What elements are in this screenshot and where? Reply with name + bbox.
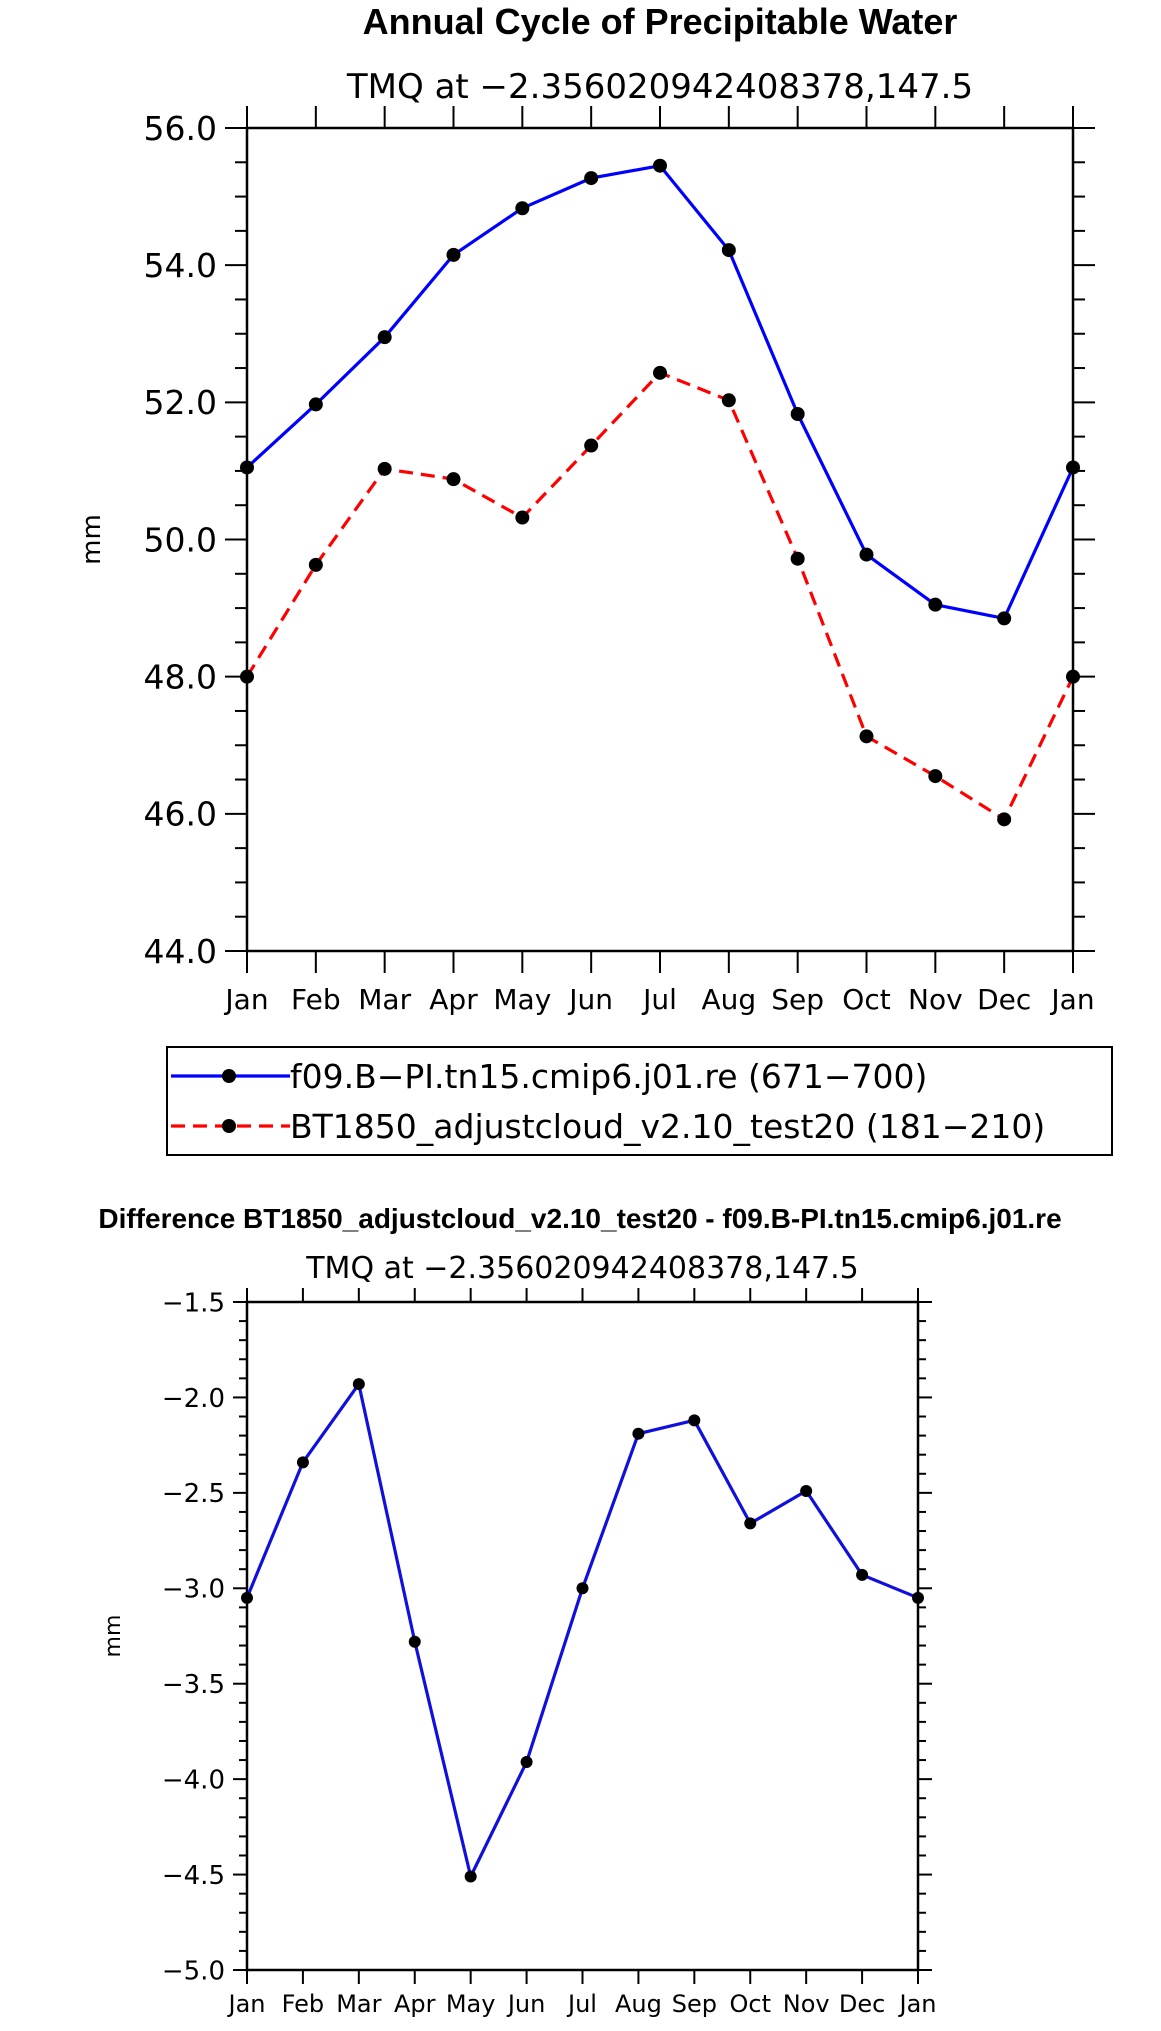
data-point [308,397,323,412]
x-tick-label: May [446,1990,496,2018]
x-tick-label: Aug [701,983,756,1016]
data-point [584,438,599,453]
data-point [296,1456,309,1469]
data-point [515,201,530,216]
y-tick-label: −2.5 [162,1479,225,1509]
y-tick-label: 56.0 [144,109,217,148]
x-tick-label: Nov [908,983,963,1016]
x-tick-label: Jan [1049,983,1094,1016]
data-point [240,669,254,684]
y-tick-label: −4.5 [162,1861,225,1891]
data-point [377,330,392,345]
difference-panel: Difference BT1850_adjustcloud_v2.10_test… [98,1203,1061,2018]
x-tick-label: Feb [282,1990,325,2018]
y-axis-label: mm [101,1615,126,1658]
data-point [688,1414,701,1427]
data-point [997,611,1012,626]
chart-title: Annual Cycle of Precipitable Water [363,1,958,42]
data-point [653,158,667,173]
y-tick-label: −3.5 [162,1670,225,1700]
y-tick-label: 44.0 [144,932,217,971]
x-tick-label: Jan [227,1990,266,2018]
data-point [744,1517,757,1530]
y-tick-label: −5.0 [162,1956,225,1986]
x-tick-label: Oct [842,983,890,1016]
x-tick-label: Jan [223,983,268,1016]
x-tick-label: Aug [615,1990,662,2018]
y-tick-label: 50.0 [144,520,217,559]
data-point [912,1591,924,1604]
data-point [1066,669,1080,684]
y-tick-label: −2.0 [162,1384,225,1414]
x-tick-label: Nov [783,1990,830,2018]
data-point [632,1427,645,1440]
x-tick-label: Jul [566,1990,597,2018]
data-point [859,547,874,562]
y-tick-label: 46.0 [144,795,217,834]
y-tick-label: −3.0 [162,1575,225,1605]
data-point [653,365,667,380]
annual-cycle-panel: Annual Cycle of Precipitable Water TMQ at… [77,1,1095,1016]
data-point [584,171,599,186]
series-line-1 [245,1382,919,1879]
data-point [446,472,461,487]
data-point [859,729,874,744]
data-point [928,769,943,784]
x-tick-label: Sep [771,983,824,1016]
x-tick-label: Apr [429,983,478,1016]
x-tick-label: Oct [730,1990,772,2018]
x-tick-label: May [493,983,551,1016]
data-point [464,1870,477,1883]
data-point [576,1582,589,1595]
data-point [997,812,1012,827]
data-point [377,461,392,476]
data-point [790,406,805,421]
data-point [240,460,254,475]
y-tick-label: 48.0 [144,658,217,697]
x-tick-label: Jul [641,983,677,1016]
x-tick-label: Feb [291,983,341,1016]
x-tick-label: Mar [336,1990,381,2018]
data-point [241,1591,253,1604]
data-point [515,510,530,525]
data-point [790,551,805,566]
data-point [721,243,736,258]
data-point [800,1484,813,1497]
x-tick-label: Dec [839,1990,885,2018]
data-point [520,1755,533,1768]
legend-box [166,1046,1113,1156]
y-axis-label: mm [77,514,107,565]
plot-frame [245,126,1075,953]
x-tick-label: Apr [394,1990,436,2018]
x-tick-label: Jun [567,983,613,1016]
data-point [352,1378,365,1391]
legend-marker [222,1069,236,1083]
y-tick-label: −4.0 [162,1766,225,1796]
legend-label-2: BT1850_adjustcloud_v2.10_test20 (181−210… [290,1107,1045,1146]
chart-subtitle: TMQ at −2.356020942408378,147.5 [346,67,973,107]
chart-subtitle: TMQ at −2.356020942408378,147.5 [305,1251,859,1286]
x-tick-label: Dec [977,983,1031,1016]
x-tick-label: Jan [898,1990,937,2018]
data-point [721,393,736,408]
chart-title: Difference BT1850_adjustcloud_v2.10_test… [98,1203,1061,1234]
x-tick-label: Sep [672,1990,717,2018]
data-point [308,557,323,572]
data-point [446,247,461,262]
data-point [856,1568,869,1581]
data-point [408,1635,421,1648]
x-tick-label: Mar [358,983,411,1016]
series-line-1 [245,164,1075,621]
y-tick-label: −1.5 [162,1288,225,1318]
y-tick-label: 54.0 [144,246,217,285]
y-tick-label: 52.0 [144,383,217,422]
data-point [928,597,943,612]
legend-marker [222,1119,236,1133]
legend-label-1: f09.B−PI.tn15.cmip6.j01.re (671−700) [290,1057,927,1096]
x-tick-label: Jun [506,1990,546,2018]
data-point [1066,460,1080,475]
legend: f09.B−PI.tn15.cmip6.j01.re (671−700) BT18… [166,1046,1113,1156]
series-line-2 [245,371,1075,821]
